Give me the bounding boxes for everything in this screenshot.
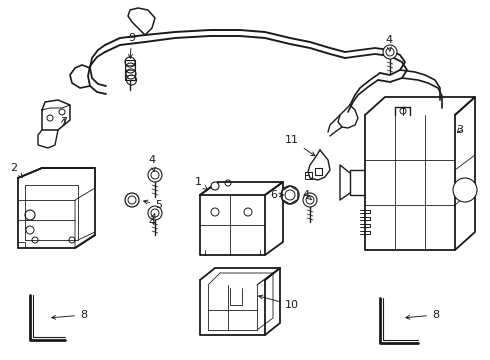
Circle shape	[125, 193, 139, 207]
Text: 4: 4	[302, 190, 312, 200]
Text: 1: 1	[195, 177, 207, 190]
Circle shape	[211, 182, 219, 190]
Text: 6: 6	[270, 190, 283, 200]
Text: 4: 4	[148, 214, 155, 227]
Text: 2: 2	[10, 163, 23, 177]
Circle shape	[383, 45, 397, 59]
Text: 4: 4	[385, 35, 392, 51]
Text: 3: 3	[456, 125, 463, 135]
Circle shape	[281, 186, 299, 204]
Text: 5: 5	[144, 200, 162, 210]
Text: 8: 8	[406, 310, 439, 320]
Text: 9: 9	[128, 33, 135, 58]
Circle shape	[148, 168, 162, 182]
Text: 8: 8	[52, 310, 87, 320]
Text: 7: 7	[60, 117, 67, 127]
Circle shape	[148, 206, 162, 220]
Circle shape	[303, 193, 317, 207]
Circle shape	[453, 178, 477, 202]
Text: 11: 11	[285, 135, 315, 156]
Text: 4: 4	[148, 155, 155, 171]
Text: 10: 10	[259, 295, 299, 310]
